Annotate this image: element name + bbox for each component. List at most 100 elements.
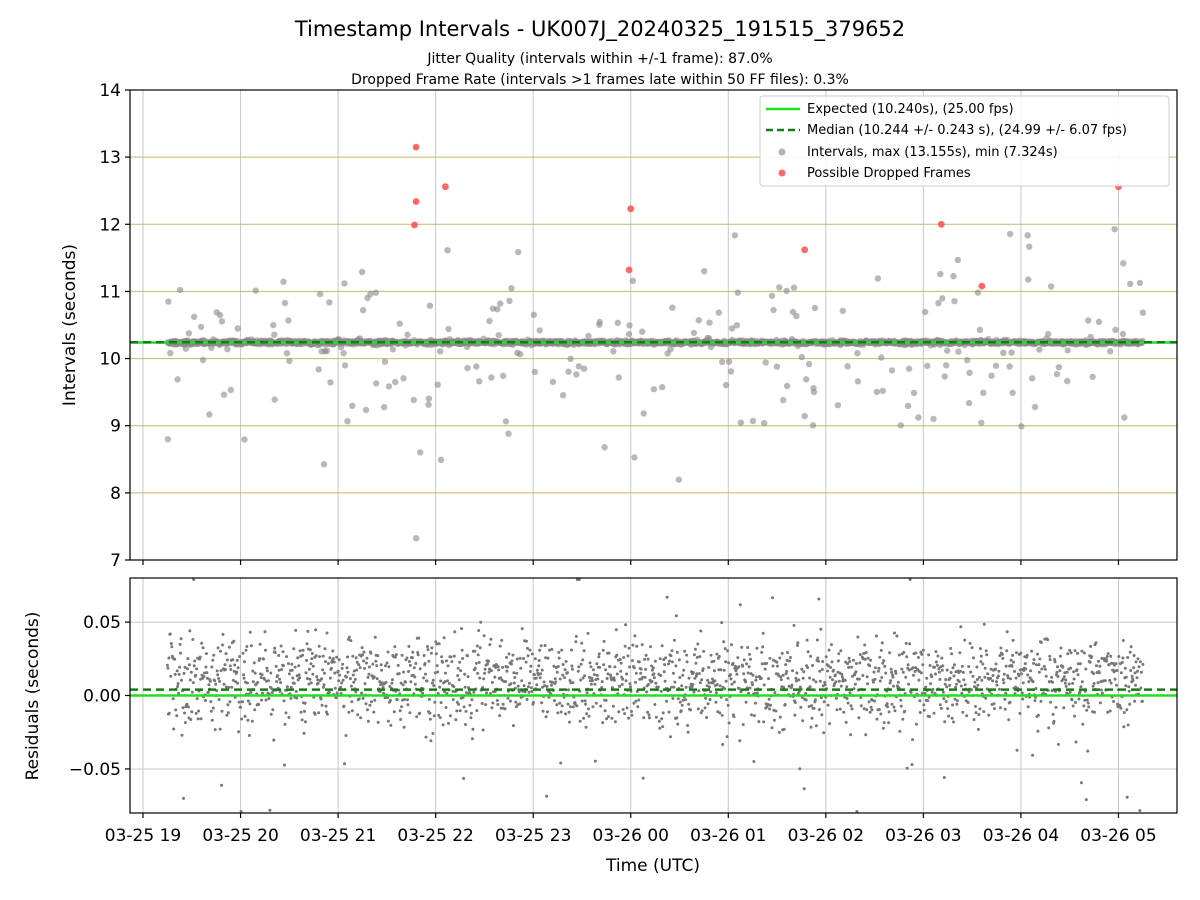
residual-point xyxy=(624,679,628,683)
residual-point xyxy=(461,657,465,660)
residual-point xyxy=(822,700,826,704)
residual-point xyxy=(707,681,711,685)
residual-point xyxy=(1039,641,1043,644)
residual-point xyxy=(411,650,415,654)
residual-point xyxy=(730,682,734,686)
residual-point xyxy=(1098,664,1102,668)
residual-point xyxy=(308,648,312,652)
residual-point xyxy=(216,673,220,677)
residual-point xyxy=(625,706,629,710)
residual-point xyxy=(191,681,195,685)
residual-point xyxy=(976,683,980,687)
residual-point xyxy=(727,661,731,665)
residual-point xyxy=(244,648,248,652)
residual-point xyxy=(224,652,228,656)
interval-point xyxy=(1026,243,1033,250)
residual-point xyxy=(1106,652,1110,656)
residual-point xyxy=(1037,663,1041,667)
residual-point xyxy=(422,676,426,680)
residual-point xyxy=(712,659,716,663)
residual-point xyxy=(482,677,486,681)
residual-point xyxy=(858,661,862,665)
residual-point xyxy=(238,655,242,658)
residual-point xyxy=(415,715,419,719)
interval-point xyxy=(1095,318,1103,325)
residual-point xyxy=(812,678,815,682)
residual-point xyxy=(1004,664,1008,668)
residual-point xyxy=(217,698,221,701)
residual-point xyxy=(684,698,688,702)
residual-point xyxy=(697,689,701,693)
residual-point xyxy=(331,657,335,661)
residual-point xyxy=(820,668,824,671)
residual-point xyxy=(349,684,353,688)
residual-point xyxy=(890,670,894,674)
top-y-tick-label: 13 xyxy=(99,148,121,168)
x-tick-label: 03-25 19 xyxy=(105,826,181,846)
interval-point xyxy=(1053,371,1061,378)
residual-point xyxy=(505,669,509,673)
residual-point xyxy=(364,702,368,706)
residual-point xyxy=(1021,697,1025,701)
residual-point xyxy=(768,656,772,660)
residual-point xyxy=(914,666,917,670)
residual-point xyxy=(1136,669,1139,673)
residual-point xyxy=(566,671,569,675)
residual-point xyxy=(171,697,175,701)
residual-point xyxy=(1049,700,1053,704)
residual-point xyxy=(582,649,586,653)
residual-point xyxy=(556,665,560,668)
interval-point xyxy=(373,380,380,387)
residual-point xyxy=(325,712,329,716)
residual-point xyxy=(376,720,380,724)
residual-point xyxy=(806,650,810,654)
residual-point xyxy=(686,730,690,734)
residual-point xyxy=(835,708,839,712)
residual-point xyxy=(621,677,625,681)
residual-point xyxy=(868,664,872,668)
residual-point xyxy=(840,672,844,676)
residual-point xyxy=(618,684,622,688)
bottom-reference-lines xyxy=(130,688,1177,697)
residual-point xyxy=(577,665,581,669)
residual-point xyxy=(589,665,593,669)
residual-point xyxy=(564,660,568,663)
residual-point xyxy=(583,674,587,678)
residual-point xyxy=(252,661,256,665)
residual-point xyxy=(355,668,359,672)
residual-point xyxy=(786,651,790,654)
interval-point xyxy=(1028,375,1036,382)
residual-point xyxy=(535,668,539,672)
residual-point xyxy=(1084,798,1088,802)
residual-point xyxy=(817,597,821,601)
interval-point xyxy=(580,365,588,372)
x-tick-label: 03-26 03 xyxy=(885,826,961,846)
residual-point xyxy=(399,718,403,721)
residual-point xyxy=(500,638,504,642)
residual-point xyxy=(1127,689,1131,693)
interval-point xyxy=(445,325,452,333)
residual-point xyxy=(524,660,528,664)
residual-point xyxy=(724,660,728,664)
interval-point xyxy=(737,419,744,426)
residual-point xyxy=(390,681,394,685)
residual-point xyxy=(761,631,765,635)
residual-point xyxy=(837,652,841,656)
interval-point xyxy=(281,299,289,307)
residual-point xyxy=(178,665,182,669)
residual-point xyxy=(453,630,457,634)
residual-point xyxy=(1051,712,1055,716)
residual-point xyxy=(270,691,274,695)
interval-point xyxy=(1055,364,1063,371)
interval-point xyxy=(497,300,504,307)
residual-point xyxy=(779,678,783,682)
residual-point xyxy=(210,665,214,669)
residual-point xyxy=(317,711,321,715)
residual-point xyxy=(467,686,470,690)
residual-point xyxy=(471,727,475,731)
residual-point xyxy=(1013,669,1016,673)
residual-point xyxy=(720,621,724,625)
residual-point xyxy=(920,691,924,695)
residual-point xyxy=(305,677,309,680)
residual-point xyxy=(1074,701,1077,704)
